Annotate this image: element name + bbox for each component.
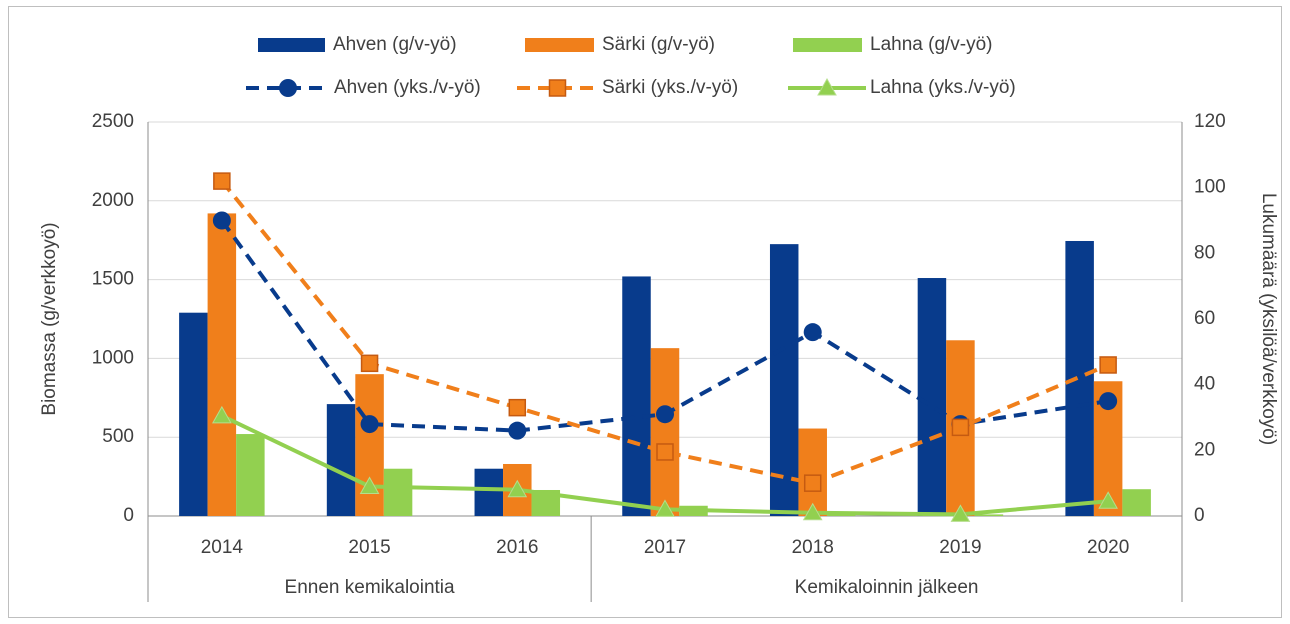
legend-label: Ahven (g/v-yö) [333, 34, 457, 55]
bar [474, 468, 504, 516]
y2-tick-label: 120 [1194, 111, 1226, 132]
y2-axis-label: Lukumäärä (yksilöä/verkkoyö) [1258, 193, 1279, 445]
x-tick-label: 2020 [1087, 537, 1129, 558]
marker [360, 415, 379, 434]
bar [236, 434, 265, 516]
bar [1122, 489, 1151, 516]
y-tick-label: 2000 [92, 190, 134, 211]
marker [212, 211, 231, 230]
y-tick-label: 1500 [92, 269, 134, 290]
marker [508, 421, 527, 440]
bar [917, 278, 947, 516]
x-tick-label: 2016 [496, 537, 538, 558]
bar [1065, 240, 1094, 516]
marker [802, 502, 823, 521]
marker [508, 398, 527, 417]
y-axis-label: Biomassa (g/verkkoyö) [39, 222, 60, 415]
legend-label: Särki (g/v-yö) [602, 34, 715, 55]
marker [279, 79, 297, 97]
legend-swatch [525, 38, 594, 52]
marker [360, 354, 379, 373]
marker [212, 405, 232, 424]
marker [359, 476, 380, 494]
marker [817, 77, 837, 96]
marker [950, 504, 971, 522]
x-tick-label: 2014 [201, 537, 244, 558]
marker [803, 474, 822, 492]
y-tick-label: 2500 [92, 111, 134, 132]
x-tick-label: 2015 [348, 537, 390, 558]
marker [655, 499, 675, 517]
legend-label: Lahna (g/v-yö) [870, 34, 993, 55]
group-label: Kemikaloinnin jälkeen [795, 577, 979, 598]
y-tick-label: 0 [123, 505, 134, 526]
marker [803, 323, 822, 342]
y2-tick-label: 80 [1194, 242, 1215, 263]
marker [548, 79, 567, 97]
marker [951, 418, 970, 437]
y-tick-label: 1000 [92, 347, 134, 368]
marker [656, 443, 674, 461]
legend-swatch [793, 38, 862, 52]
bar [383, 468, 413, 516]
y2-tick-label: 60 [1194, 308, 1215, 329]
y2-tick-label: 20 [1194, 439, 1215, 460]
bar [622, 276, 651, 516]
legend-label: Särki (yks./v-yö) [602, 77, 738, 98]
legend-label: Lahna (yks./v-yö) [870, 77, 1016, 98]
x-tick-label: 2019 [939, 537, 981, 558]
marker [1099, 392, 1118, 411]
marker [507, 479, 528, 498]
bar [974, 514, 1004, 516]
marker [656, 405, 674, 424]
marker [1098, 491, 1118, 509]
bar [326, 404, 356, 516]
y2-tick-label: 100 [1194, 177, 1226, 198]
bar [769, 244, 799, 516]
bar [798, 428, 827, 516]
marker [1099, 356, 1117, 374]
group-label: Ennen kemikalointia [285, 577, 455, 598]
bar [355, 374, 384, 516]
legend-swatch [258, 38, 325, 52]
legend-label: Ahven (yks./v-yö) [334, 77, 481, 98]
x-tick-label: 2018 [792, 537, 834, 558]
bar [650, 348, 680, 516]
y2-tick-label: 40 [1194, 374, 1215, 395]
bar [207, 213, 237, 516]
y-tick-label: 500 [102, 426, 134, 447]
x-tick-label: 2017 [644, 537, 686, 558]
y2-tick-label: 0 [1194, 505, 1205, 526]
marker [213, 172, 231, 190]
bar [179, 312, 208, 516]
